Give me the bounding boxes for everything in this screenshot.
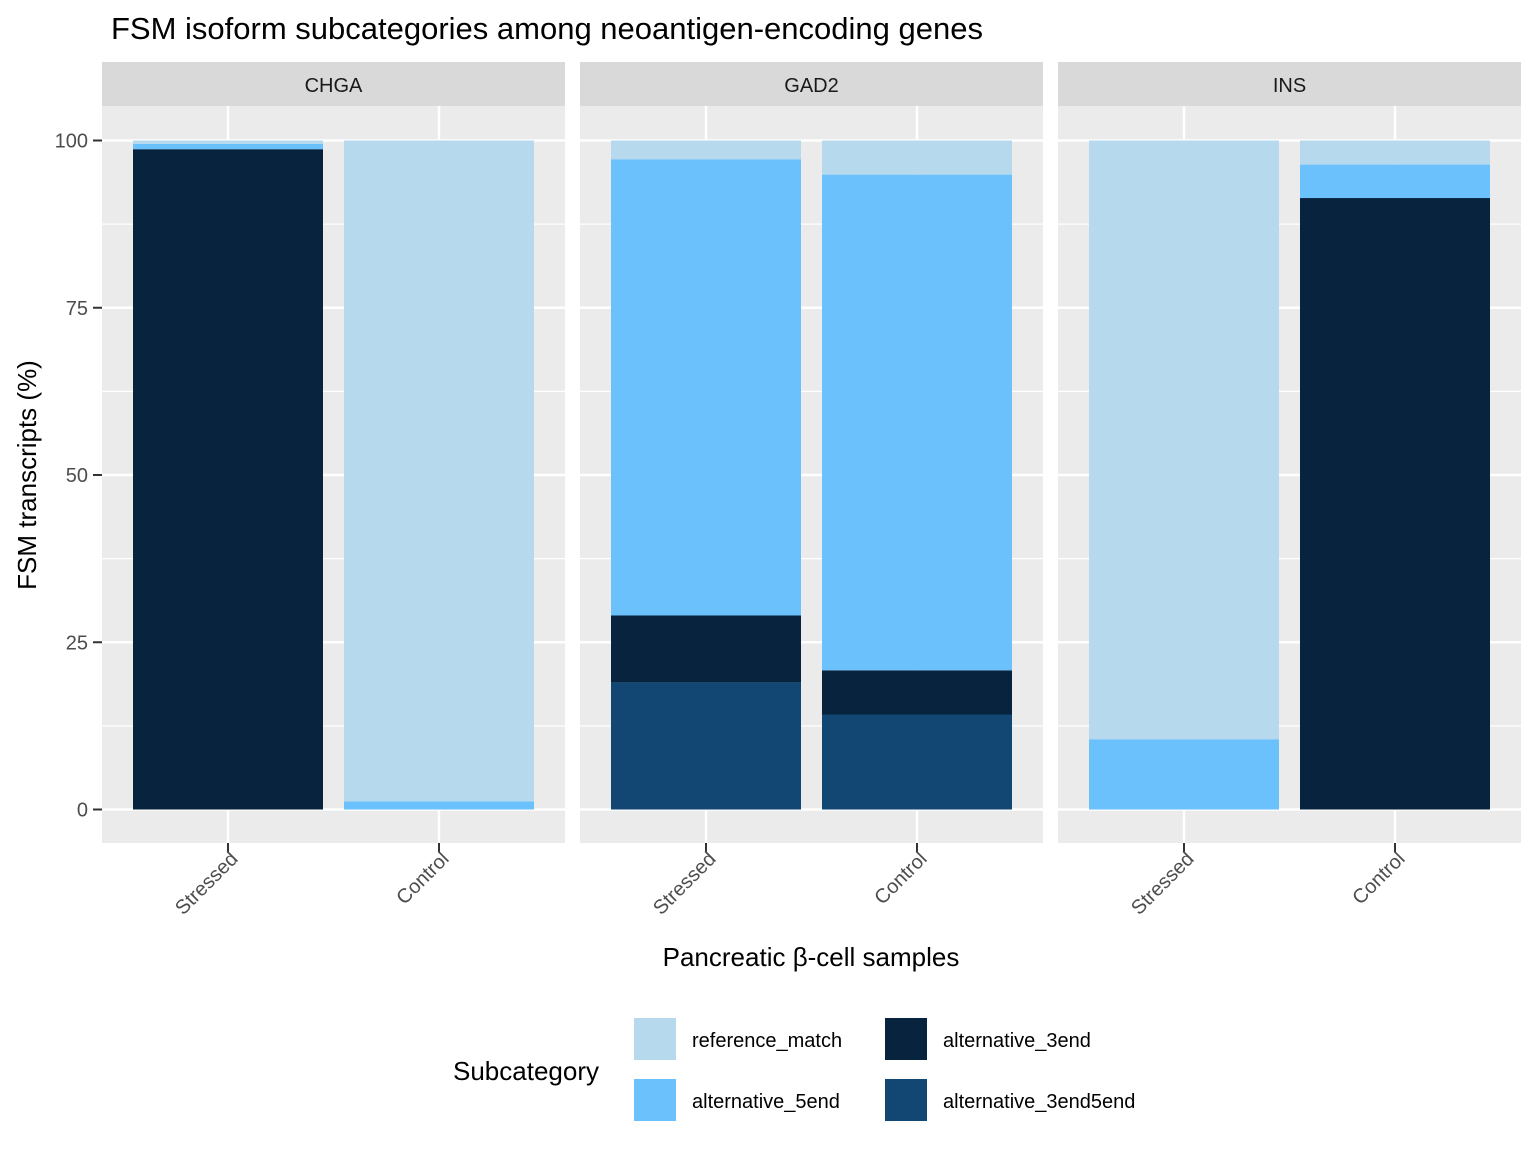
legend: Subcategory reference_match alternative_5… bbox=[453, 1016, 1135, 1123]
bar-segment-reference-match bbox=[1089, 140, 1279, 740]
legend-swatch bbox=[632, 1016, 678, 1062]
legend-swatch bbox=[883, 1016, 929, 1062]
legend-label: alternative_5end bbox=[692, 1091, 840, 1113]
bar-segment-alternative-5end bbox=[1300, 164, 1490, 199]
facet-panel-ins: INS Stressed Control bbox=[1058, 62, 1521, 919]
legend-item-alternative-3end: alternative_3end bbox=[883, 1016, 1091, 1062]
x-tick-label: Stressed bbox=[649, 848, 720, 919]
legend-label: reference_match bbox=[692, 1030, 842, 1052]
legend-item-reference-match: reference_match bbox=[632, 1016, 842, 1062]
bar-segment-reference-match bbox=[344, 140, 534, 802]
y-tick-label: 50 bbox=[66, 465, 88, 487]
legend-item-alternative-3end5end: alternative_3end5end bbox=[883, 1077, 1135, 1123]
y-tick-label: 100 bbox=[55, 131, 88, 153]
bar-segment-alternative-3end bbox=[822, 670, 1012, 715]
x-tick-label: Stressed bbox=[171, 848, 242, 919]
y-tick-label: 25 bbox=[66, 632, 88, 654]
facet-strip bbox=[102, 62, 565, 106]
y-tick-label: 0 bbox=[77, 800, 88, 822]
bar-segment-alternative-3end5end bbox=[611, 682, 801, 810]
chart-title: FSM isoform subcategories among neoantig… bbox=[111, 11, 983, 46]
x-axis-label: Pancreatic β-cell samples bbox=[663, 942, 960, 972]
x-tick-label: Control bbox=[1348, 848, 1409, 909]
bar-segment-alternative-3end5end bbox=[822, 714, 1012, 810]
bar-segment-alternative-5end bbox=[611, 159, 801, 616]
facet-strip-label: GAD2 bbox=[784, 75, 838, 97]
bar-segment-alternative-3end bbox=[1300, 198, 1490, 810]
facet-panel-chga: CHGA Stressed Control bbox=[102, 62, 565, 919]
x-tick-label: Stressed bbox=[1127, 848, 1198, 919]
legend-label: alternative_3end5end bbox=[943, 1091, 1135, 1113]
x-tick-label: Control bbox=[392, 848, 453, 909]
x-tick-label: Control bbox=[870, 848, 931, 909]
bar-segment-alternative-5end bbox=[1089, 739, 1279, 810]
facet-panel-gad2: GAD2 Stressed Control bbox=[580, 62, 1043, 919]
y-tick-label: 75 bbox=[66, 298, 88, 320]
y-axis: 0 25 50 75 100 bbox=[55, 131, 102, 822]
bar-segment-reference-match bbox=[133, 140, 323, 144]
facet-strip-label: INS bbox=[1273, 75, 1306, 97]
legend-item-alternative-5end: alternative_5end bbox=[632, 1077, 840, 1123]
facet-strip bbox=[580, 62, 1043, 106]
bar-segment-alternative-5end bbox=[344, 801, 534, 810]
legend-label: alternative_3end bbox=[943, 1030, 1091, 1052]
legend-swatch bbox=[883, 1077, 929, 1123]
bar-segment-alternative-5end bbox=[822, 174, 1012, 671]
bar-segment-alternative-5end bbox=[133, 143, 323, 150]
bar-segment-alternative-3end bbox=[611, 615, 801, 683]
legend-title: Subcategory bbox=[453, 1056, 599, 1086]
bar-segment-reference-match bbox=[822, 140, 1012, 175]
facet-strip bbox=[1058, 62, 1521, 106]
legend-swatch bbox=[632, 1077, 678, 1123]
bar-segment-alternative-3end bbox=[133, 149, 323, 810]
bar-segment-reference-match bbox=[1300, 140, 1490, 165]
y-axis-label: FSM transcripts (%) bbox=[12, 360, 42, 590]
facet-strip-label: CHGA bbox=[305, 75, 363, 97]
bar-segment-reference-match bbox=[611, 140, 801, 160]
